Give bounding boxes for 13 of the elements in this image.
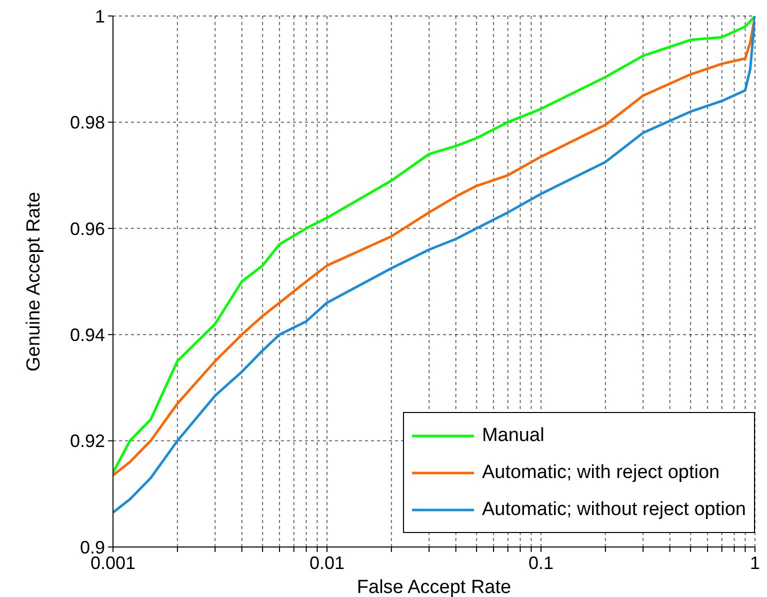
legend-label: Automatic; without reject option xyxy=(482,498,746,520)
x-tick-label: 0.01 xyxy=(309,552,345,573)
y-tick-label: 0.92 xyxy=(70,431,105,452)
legend-label: Automatic; with reject option xyxy=(482,462,720,484)
y-tick-label: 0.98 xyxy=(70,112,105,133)
x-tick-label: 1 xyxy=(750,552,760,573)
y-tick-label: 0.96 xyxy=(70,218,105,239)
y-axis-title: Genuine Accept Rate xyxy=(24,192,45,372)
x-axis-title: False Accept Rate xyxy=(356,577,512,597)
x-tick-label: 0.1 xyxy=(528,552,554,573)
y-tick-label: 1 xyxy=(94,6,105,26)
y-tick-label: 0.94 xyxy=(70,324,105,345)
legend-label: Manual xyxy=(482,424,544,446)
